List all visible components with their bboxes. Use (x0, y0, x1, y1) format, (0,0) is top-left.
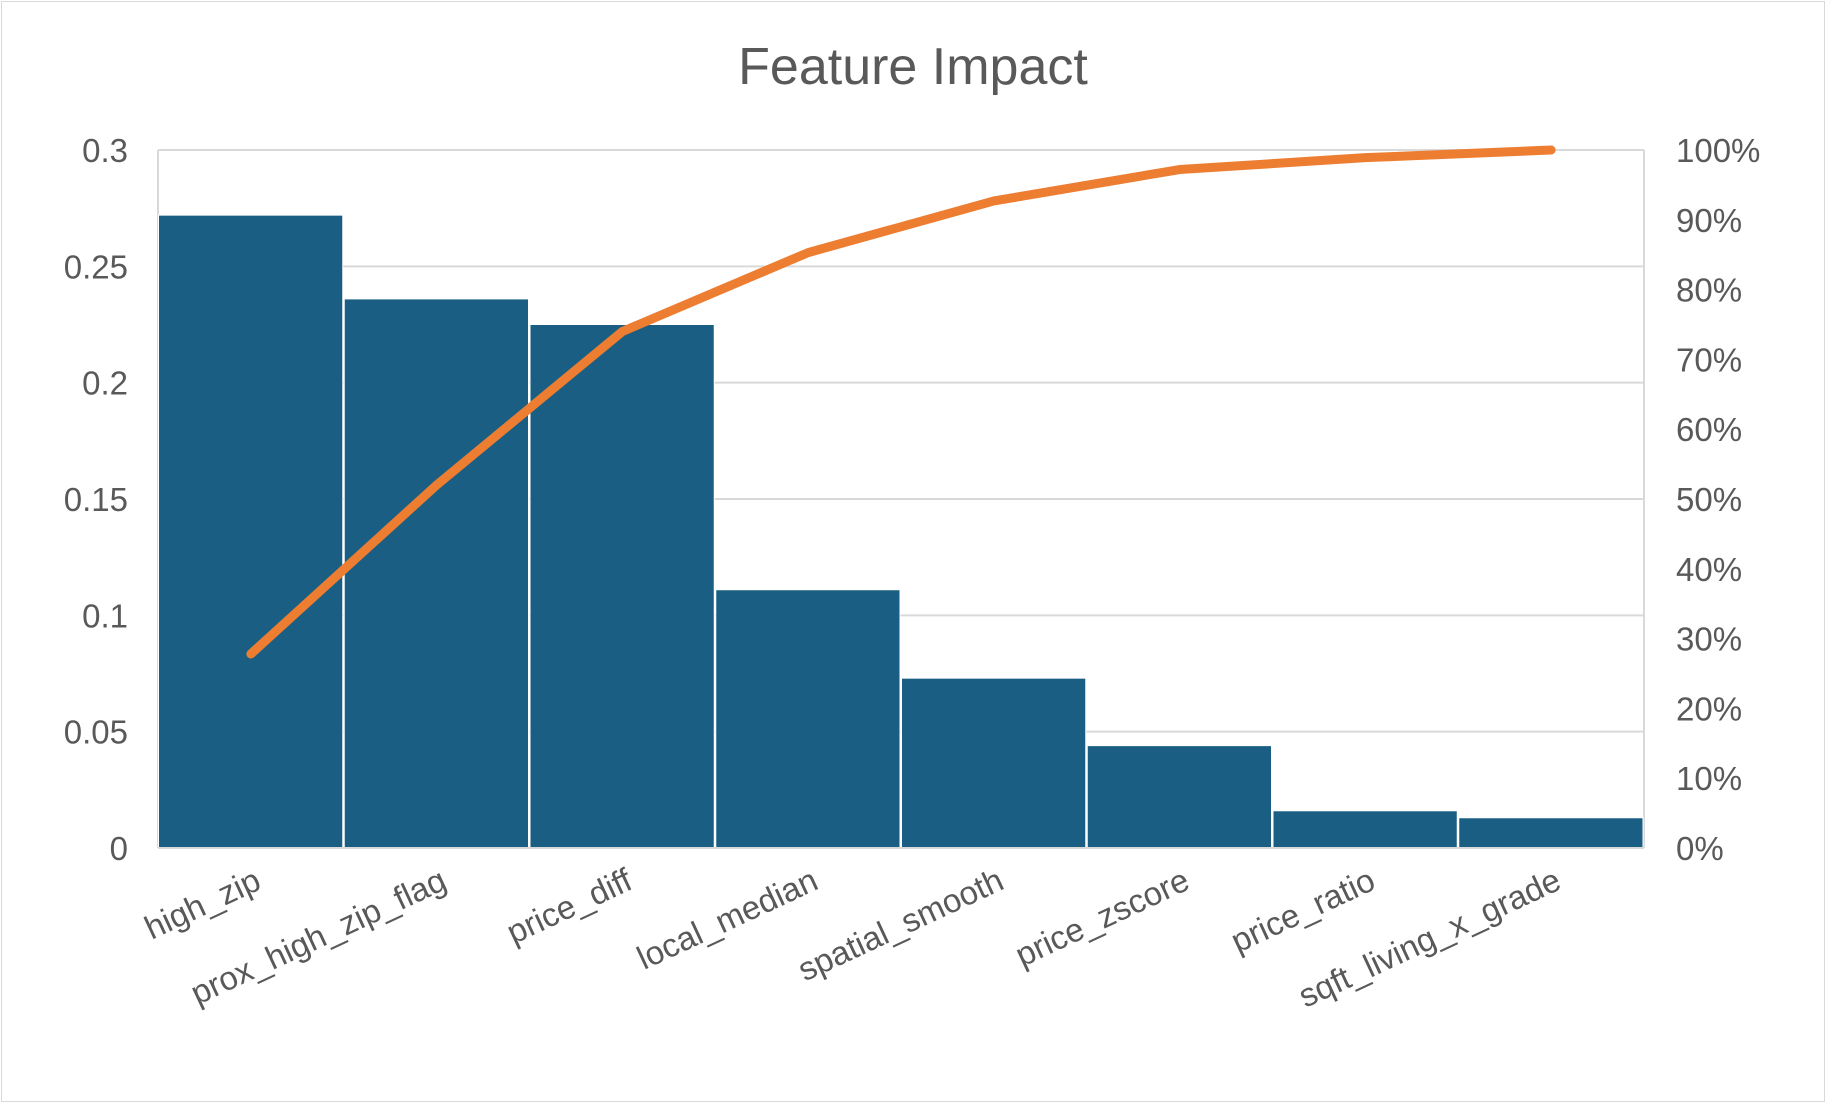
y2-tick-label: 0% (1676, 830, 1724, 867)
bar-series (158, 214, 1644, 849)
y-axis-left: 0 0.05 0.1 0.15 0.2 0.25 0.3 (64, 132, 128, 867)
bar (158, 214, 344, 849)
cumulative-line-series (246, 145, 1556, 659)
y2-tick-label: 50% (1676, 481, 1742, 518)
y2-tick-label: 60% (1676, 411, 1742, 448)
bar (1272, 810, 1458, 849)
bar (343, 298, 529, 849)
bar (715, 589, 901, 849)
y-tick-label: 0 (110, 830, 128, 867)
line-point (435, 484, 438, 487)
y2-tick-label: 100% (1676, 132, 1760, 169)
x-category-label: price_ratio (1225, 861, 1380, 960)
y-tick-label: 0.25 (64, 248, 128, 285)
x-category-label: high_zip (139, 861, 266, 946)
y2-tick-label: 10% (1676, 760, 1742, 797)
line-point (1178, 168, 1181, 171)
bar (1086, 745, 1272, 849)
x-category-label: price_zscore (1009, 861, 1194, 974)
bar (901, 677, 1087, 849)
chart-title: Feature Impact (738, 38, 1088, 96)
y2-tick-label: 30% (1676, 621, 1742, 658)
y-tick-label: 0.05 (64, 714, 128, 751)
y-axis-right: 0% 10% 20% 30% 40% 50% 60% 70% 80% 90% 100% (1676, 132, 1760, 867)
x-category-label: price_diff (501, 860, 638, 950)
line-point (1550, 149, 1553, 151)
line-point (807, 251, 810, 254)
y-tick-label: 0.15 (64, 481, 128, 518)
bar (529, 324, 715, 849)
cumulative-line (246, 145, 1556, 659)
x-category-label: spatial_smooth (792, 861, 1009, 988)
y2-tick-label: 90% (1676, 202, 1742, 239)
y-tick-label: 0.3 (82, 132, 128, 169)
line-point (1364, 156, 1367, 159)
line-point (249, 652, 252, 655)
y2-tick-label: 70% (1676, 341, 1742, 378)
line-point (621, 330, 624, 333)
y2-tick-label: 20% (1676, 690, 1742, 727)
y2-tick-label: 80% (1676, 272, 1742, 309)
y-tick-label: 0.1 (82, 597, 128, 634)
line-point (992, 199, 995, 202)
y-tick-label: 0.2 (82, 365, 128, 402)
y2-tick-label: 40% (1676, 551, 1742, 588)
bar (1458, 817, 1644, 849)
